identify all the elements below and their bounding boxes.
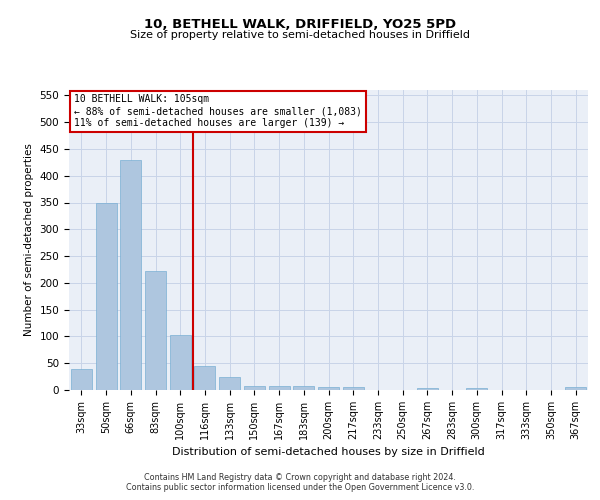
Text: 10, BETHELL WALK, DRIFFIELD, YO25 5PD: 10, BETHELL WALK, DRIFFIELD, YO25 5PD bbox=[144, 18, 456, 30]
Y-axis label: Number of semi-detached properties: Number of semi-detached properties bbox=[24, 144, 34, 336]
Bar bbox=[194, 366, 215, 390]
Text: Size of property relative to semi-detached houses in Driffield: Size of property relative to semi-detach… bbox=[130, 30, 470, 40]
Bar bbox=[95, 202, 116, 390]
Bar bbox=[565, 388, 586, 390]
Bar bbox=[417, 388, 438, 390]
Bar bbox=[466, 388, 487, 390]
Bar bbox=[244, 386, 265, 390]
X-axis label: Distribution of semi-detached houses by size in Driffield: Distribution of semi-detached houses by … bbox=[172, 448, 485, 458]
Bar bbox=[269, 386, 290, 390]
Bar bbox=[293, 386, 314, 390]
Bar bbox=[120, 160, 141, 390]
Bar bbox=[219, 376, 240, 390]
Bar bbox=[343, 388, 364, 390]
Bar bbox=[170, 335, 191, 390]
Bar bbox=[71, 368, 92, 390]
Text: 10 BETHELL WALK: 105sqm
← 88% of semi-detached houses are smaller (1,083)
11% of: 10 BETHELL WALK: 105sqm ← 88% of semi-de… bbox=[74, 94, 362, 128]
Bar bbox=[145, 270, 166, 390]
Bar bbox=[318, 387, 339, 390]
Text: Contains HM Land Registry data © Crown copyright and database right 2024.
Contai: Contains HM Land Registry data © Crown c… bbox=[126, 473, 474, 492]
